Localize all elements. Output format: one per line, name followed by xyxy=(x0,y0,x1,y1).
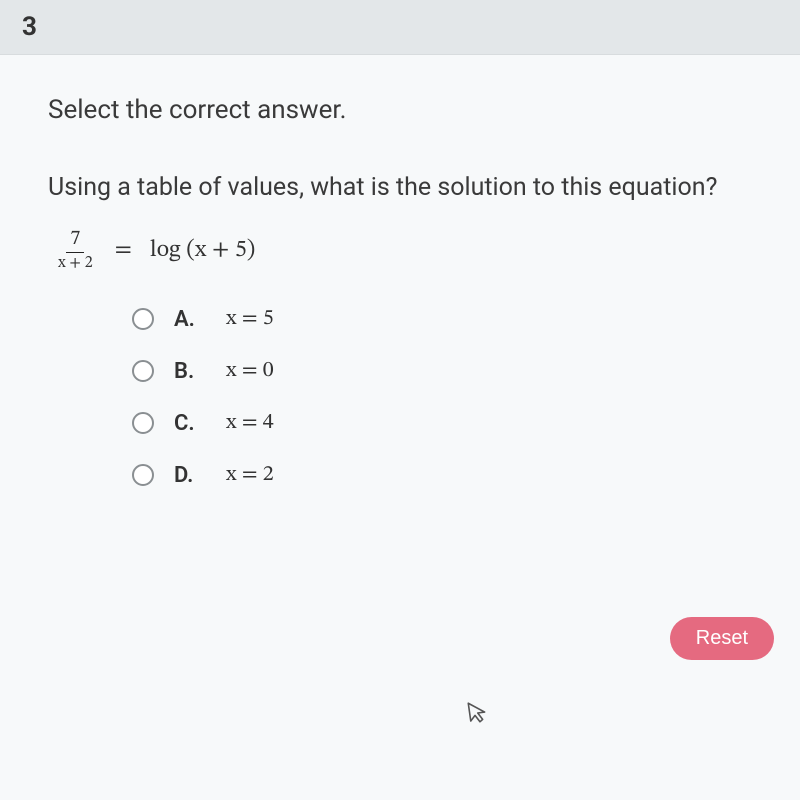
radio-icon[interactable] xyxy=(132,464,154,486)
answer-option-d[interactable]: D. x = 2 xyxy=(132,461,752,489)
radio-icon[interactable] xyxy=(132,360,154,382)
answer-option-a[interactable]: A. x = 5 xyxy=(132,305,752,333)
question-number: 3 xyxy=(0,0,59,54)
question-number-bar: 3 xyxy=(0,0,800,55)
question-page: 3 Select the correct answer. Using a tab… xyxy=(0,0,800,800)
answer-text: x = 5 xyxy=(226,305,274,333)
answer-option-b[interactable]: B. x = 0 xyxy=(132,357,752,385)
answer-letter: A. xyxy=(174,307,206,332)
answer-text: x = 0 xyxy=(226,357,274,385)
instruction-text: Select the correct answer. xyxy=(48,95,752,125)
answer-letter: C. xyxy=(174,411,206,436)
equation: 7 x + 2 = log (x + 5) xyxy=(54,229,752,272)
equation-rhs: log (x + 5) xyxy=(150,235,255,265)
equation-operator: = xyxy=(115,235,132,265)
answer-text: x = 4 xyxy=(226,409,274,437)
answer-letter: B. xyxy=(174,359,206,384)
radio-icon[interactable] xyxy=(132,308,154,330)
fraction-numerator: 7 xyxy=(66,229,84,253)
answer-list: A. x = 5 B. x = 0 C. x = 4 D. x = 2 xyxy=(132,305,752,489)
equation-fraction: 7 x + 2 xyxy=(54,229,97,272)
answer-option-c[interactable]: C. x = 4 xyxy=(132,409,752,437)
reset-button[interactable]: Reset xyxy=(670,617,774,660)
cursor-icon xyxy=(466,699,490,731)
question-prompt: Using a table of values, what is the sol… xyxy=(48,169,752,207)
answer-text: x = 2 xyxy=(226,461,274,489)
radio-icon[interactable] xyxy=(132,412,154,434)
fraction-denominator: x + 2 xyxy=(54,253,97,272)
answer-letter: D. xyxy=(174,463,206,488)
question-content: Select the correct answer. Using a table… xyxy=(0,55,800,489)
